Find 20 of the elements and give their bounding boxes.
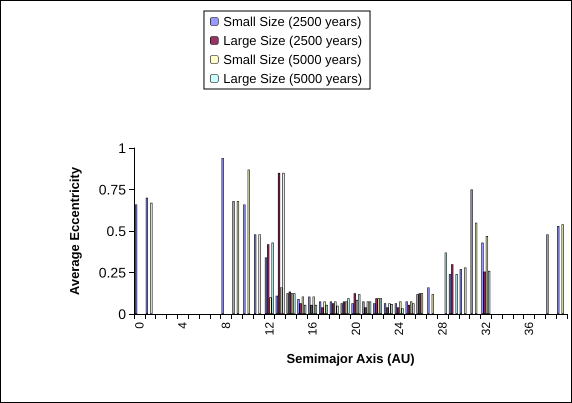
x-tick-label: 12 <box>262 322 276 336</box>
x-tick-label: 8 <box>219 322 234 329</box>
x-tick-label: 32 <box>478 322 493 336</box>
x-tick-label: 36 <box>522 322 536 336</box>
x-tick-label: 24 <box>392 322 406 336</box>
legend-label: Small Size (5000 years) <box>223 52 362 67</box>
x-tick-label: 0 <box>132 322 146 329</box>
y-tick-label: 0.25 <box>98 264 126 280</box>
y-tick-label: 1 <box>118 140 126 156</box>
legend-label: Large Size (2500 years) <box>223 33 362 48</box>
legend-label: Large Size (5000 years) <box>223 71 362 86</box>
x-tick-label: 16 <box>306 322 320 336</box>
legend-label: Small Size (2500 years) <box>223 14 362 29</box>
y-axis-title: Average Eccentricity <box>67 166 82 296</box>
x-tick-label: 4 <box>176 322 190 329</box>
x-tick-label: 28 <box>436 322 450 336</box>
y-tick-label: 0.5 <box>106 223 126 239</box>
y-tick-label: 0.75 <box>98 182 126 198</box>
x-tick-label: 20 <box>348 322 363 336</box>
x-axis-title: Semimajor Axis (AU) <box>286 351 415 366</box>
